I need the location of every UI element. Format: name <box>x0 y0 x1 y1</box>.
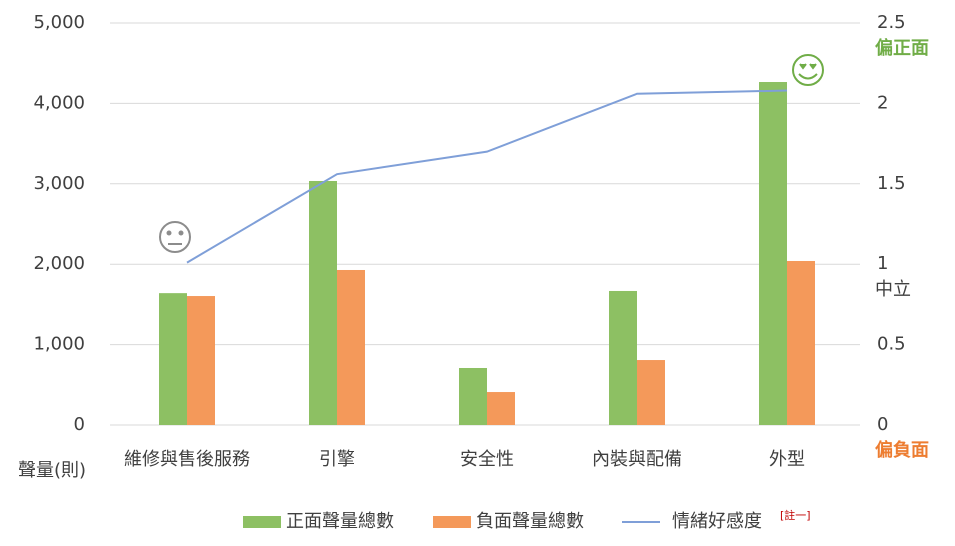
bar <box>637 360 665 425</box>
bar <box>787 260 815 425</box>
y2-tick-label: 1.5 <box>877 173 906 194</box>
y-axis-title: 聲量(則) <box>18 460 86 481</box>
legend-label: 情緒好感度 <box>672 511 762 532</box>
x-tick-label: 維修與售後服務 <box>124 449 250 470</box>
x-tick-label: 外型 <box>769 449 805 470</box>
legend-note: [註一] <box>780 509 811 522</box>
y2-tick-label: 0.5 <box>877 334 906 355</box>
y-tick-label: 3,000 <box>33 173 85 194</box>
neutral-face-icon <box>159 221 191 253</box>
y2-tick-label: 2 <box>877 92 888 113</box>
bar <box>459 367 487 425</box>
y2-tick-label: 0 <box>877 414 888 435</box>
y2-tick-label: 2.5 <box>877 12 906 33</box>
line <box>186 89 788 264</box>
y2-tick-label: 1 <box>877 253 888 274</box>
y-tick-label: 5,000 <box>33 12 85 33</box>
bar <box>337 269 365 425</box>
x-tick-label: 內裝與配備 <box>592 449 682 470</box>
bar <box>187 296 215 425</box>
bar <box>159 293 187 425</box>
y-tick-label: 0 <box>74 414 85 435</box>
y-tick-label: 1,000 <box>33 334 85 355</box>
legend-label: 正面聲量總數 <box>286 511 394 532</box>
legend-label: 負面聲量總數 <box>476 511 584 532</box>
legend-swatch <box>243 516 281 528</box>
y-tick-label: 4,000 <box>33 92 85 113</box>
y2-annotation: 偏正面 <box>875 37 929 59</box>
legend-swatch <box>433 516 471 528</box>
bar <box>309 180 337 425</box>
bar <box>759 82 787 425</box>
bar <box>487 392 515 425</box>
y-tick-label: 2,000 <box>33 253 85 274</box>
x-tick-label: 引擎 <box>319 449 355 470</box>
happy-face-icon <box>792 54 824 86</box>
y2-annotation: 中立 <box>875 279 911 300</box>
y2-annotation: 偏負面 <box>875 439 929 461</box>
bar <box>609 290 637 425</box>
x-tick-label: 安全性 <box>460 449 514 470</box>
